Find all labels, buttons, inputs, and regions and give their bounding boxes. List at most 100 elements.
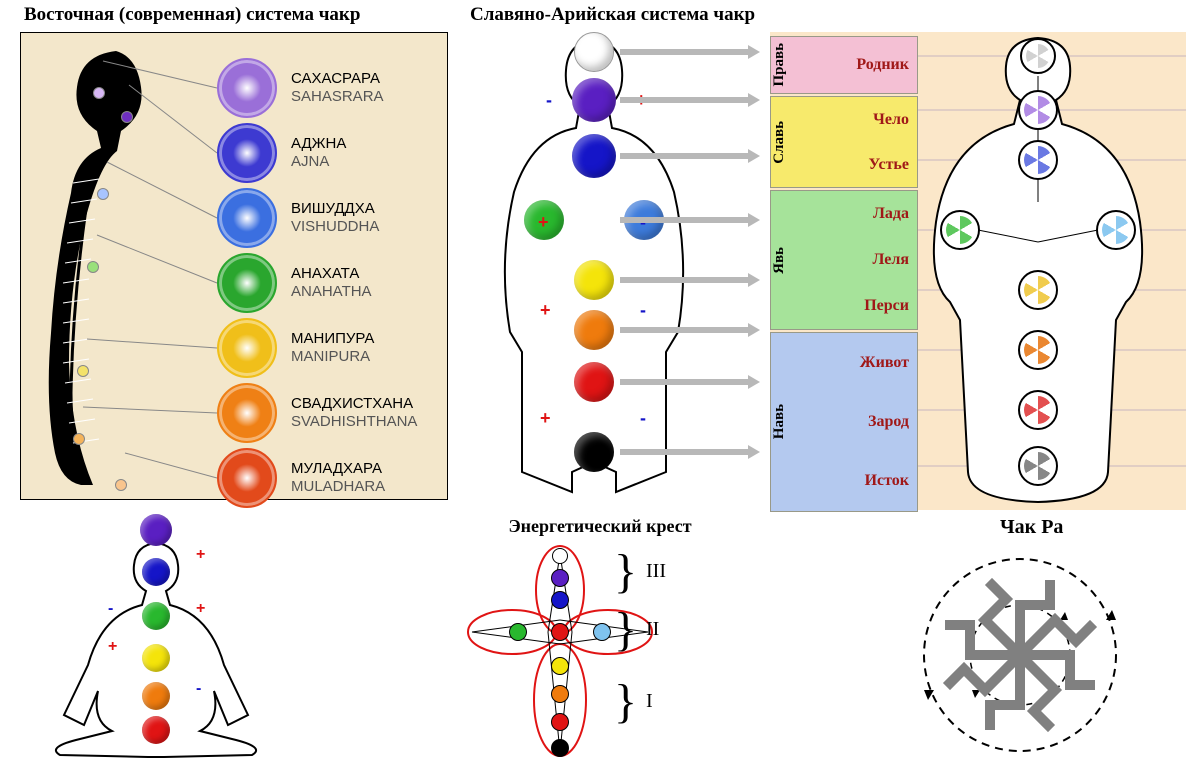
polarity-sign: -: [546, 90, 552, 111]
meditation-chakra: [142, 682, 170, 710]
world-band: ПравьРодник: [770, 36, 918, 94]
chakra-icon: [217, 318, 277, 378]
spine-dot: [77, 365, 89, 377]
chakra-icon: [217, 123, 277, 183]
cross-chakra-dot: [551, 623, 569, 641]
spine-dot: [87, 261, 99, 273]
chakra-name-label: Живот: [795, 354, 909, 372]
band-side-label: Правь: [771, 39, 795, 91]
chakra-label: АНАХАТАANAHATHA: [291, 265, 372, 301]
swirl-chakra: [1018, 90, 1058, 130]
eastern-title: Восточная (современная) система чакр: [24, 4, 360, 26]
chakra-name-label: Устье: [795, 156, 909, 174]
polarity-sign: -: [196, 680, 201, 698]
polarity-sign: -: [108, 600, 113, 618]
meditation-chakra: [142, 644, 170, 672]
swirl-chakra: [1096, 210, 1136, 250]
arrow: [620, 97, 750, 103]
world-band: Явь Лада Леля Перси: [770, 190, 918, 330]
level-brace: }: [614, 606, 637, 654]
polarity-sign: +: [538, 212, 549, 233]
cross-panel: } III} II} I: [420, 540, 740, 770]
cross-chakra-dot: [551, 713, 569, 731]
cross-loops: [420, 540, 740, 770]
slavic-chakra: [574, 260, 614, 300]
meditation-chakra: [142, 716, 170, 744]
slavic-chakra: [574, 32, 614, 72]
chakra-icon: [217, 383, 277, 443]
chakra-name-label: Родник: [795, 56, 909, 74]
band-side-label: Навь: [771, 400, 795, 443]
polarity-sign: -: [640, 408, 646, 429]
polarity-sign: +: [540, 300, 551, 321]
slavic-table-panel: ПравьРодник СлавьЧело Устье Явь Лада Леля Перс…: [770, 32, 1186, 510]
slavic-chakra: [572, 78, 616, 122]
level-label: II: [646, 618, 659, 641]
swirl-chakra: [1018, 270, 1058, 310]
chakra-label: АДЖНАAJNA: [291, 135, 346, 171]
swirl-chakra: [1018, 140, 1058, 180]
arrow: [620, 327, 750, 333]
chakra-name-label: Лада: [795, 205, 909, 223]
meditation-chakra: [142, 558, 170, 586]
meditation-panel: +-++-: [40, 515, 300, 765]
spine-dot: [93, 87, 105, 99]
spine-dot: [97, 188, 109, 200]
meditation-chakra: [140, 514, 172, 546]
band-side-label: Явь: [771, 243, 795, 278]
polarity-sign: +: [196, 600, 205, 618]
meditation-chakra: [142, 602, 170, 630]
band-side-label: Славь: [771, 117, 795, 168]
cross-chakra-dot: [551, 657, 569, 675]
level-brace: }: [614, 678, 637, 726]
level-label: III: [646, 560, 666, 583]
cross-title: Энергетический крест: [500, 516, 700, 537]
slavic-chakra: [572, 134, 616, 178]
meditation-outline: [40, 515, 300, 765]
spine-dot: [121, 111, 133, 123]
arrow: [620, 217, 750, 223]
chakra-label: СВАДХИСТХАНАSVADHISHTHANA: [291, 395, 417, 431]
level-brace: }: [614, 548, 637, 596]
chakra-icon: [217, 58, 277, 118]
cross-chakra-dot: [509, 623, 527, 641]
chakra-name-label: Зарод: [795, 413, 909, 431]
polarity-sign: -: [640, 300, 646, 321]
spine-dot: [115, 479, 127, 491]
slavic-body-panel: -++-+-+-: [462, 32, 762, 510]
chakra-icon: [217, 253, 277, 313]
chakra-name-label: Чело: [795, 111, 909, 129]
cross-chakra-dot: [551, 591, 569, 609]
world-band: Навь Живот Зарод Исток: [770, 332, 918, 512]
arrow: [620, 379, 750, 385]
chakra-label: САХАСРАРАSAHASRARA: [291, 70, 384, 106]
cross-chakra-dot: [552, 548, 568, 564]
chakra-name-label: Леля: [795, 251, 909, 269]
polarity-sign: +: [540, 408, 551, 429]
cross-chakra-dot: [551, 739, 569, 757]
swirl-chakra: [1020, 38, 1056, 74]
chakra-symbol-panel: [900, 550, 1140, 760]
level-label: I: [646, 690, 653, 713]
swirl-chakra: [1018, 446, 1058, 486]
cross-chakra-dot: [593, 623, 611, 641]
arrow: [620, 277, 750, 283]
slavic-chakra: [574, 432, 614, 472]
polarity-sign: +: [108, 638, 117, 656]
slavic-chakra: [574, 310, 614, 350]
chakra-symbol-svg: [900, 550, 1140, 760]
chakra-symbol-title: Чак Ра: [1000, 516, 1063, 539]
chakra-name-label: Исток: [795, 472, 909, 490]
chakra-label: МУЛАДХАРАMULADHARA: [291, 460, 385, 496]
chakra-name-label: Перси: [795, 297, 909, 315]
slavic-chakra: [574, 362, 614, 402]
chakra-icon: [217, 188, 277, 248]
chakra-icon: [217, 448, 277, 508]
swirl-chakra: [1018, 330, 1058, 370]
world-band: СлавьЧело Устье: [770, 96, 918, 188]
arrow: [620, 49, 750, 55]
cross-chakra-dot: [551, 685, 569, 703]
cross-chakra-dot: [551, 569, 569, 587]
slavic-title: Славяно-Арийская система чакр: [470, 4, 755, 26]
arrow: [620, 153, 750, 159]
